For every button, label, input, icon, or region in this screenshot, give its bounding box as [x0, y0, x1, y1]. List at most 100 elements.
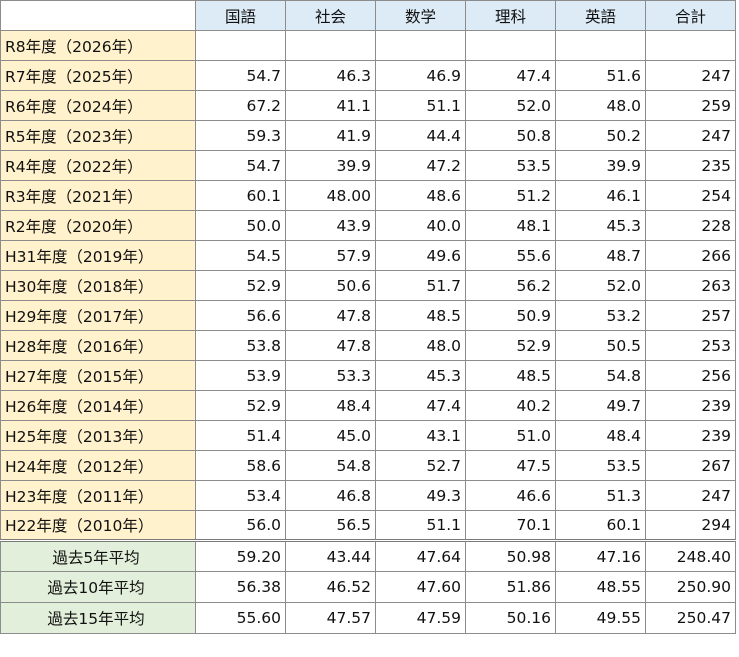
score-cell[interactable]: 53.3	[285, 360, 376, 391]
header-cell[interactable]: 国語	[195, 0, 286, 31]
score-cell[interactable]: 55.60	[195, 602, 286, 634]
header-cell[interactable]: 理科	[465, 0, 556, 31]
score-cell[interactable]: 44.4	[375, 120, 466, 151]
score-cell[interactable]: 46.9	[375, 60, 466, 91]
row-label-cell[interactable]: H28年度（2016年）	[0, 330, 196, 361]
score-cell[interactable]: 67.2	[195, 90, 286, 121]
score-cell[interactable]: 51.86	[465, 571, 556, 603]
score-cell[interactable]: 263	[645, 270, 736, 301]
score-cell[interactable]: 40.2	[465, 390, 556, 421]
score-cell[interactable]: 50.9	[465, 300, 556, 331]
score-cell[interactable]: 47.4	[375, 390, 466, 421]
score-cell[interactable]: 48.6	[375, 180, 466, 211]
row-label-cell[interactable]: 過去15年平均	[0, 602, 196, 634]
score-cell[interactable]: 47.16	[555, 539, 646, 572]
score-cell[interactable]: 48.4	[285, 390, 376, 421]
score-cell[interactable]: 52.7	[375, 450, 466, 481]
header-cell[interactable]: 英語	[555, 0, 646, 31]
score-cell[interactable]: 70.1	[465, 510, 556, 541]
row-label-cell[interactable]: R8年度（2026年）	[0, 30, 196, 61]
score-cell[interactable]: 250.47	[645, 602, 736, 634]
score-cell[interactable]: 247	[645, 480, 736, 511]
row-label-cell[interactable]: 過去10年平均	[0, 571, 196, 603]
score-cell[interactable]: 247	[645, 120, 736, 151]
score-cell[interactable]: 40.0	[375, 210, 466, 241]
score-cell[interactable]: 46.52	[285, 571, 376, 603]
row-label-cell[interactable]: H27年度（2015年）	[0, 360, 196, 391]
score-cell[interactable]: 48.1	[465, 210, 556, 241]
score-cell[interactable]: 39.9	[555, 150, 646, 181]
header-cell[interactable]: 数学	[375, 0, 466, 31]
score-cell[interactable]: 54.5	[195, 240, 286, 271]
score-cell[interactable]: 47.59	[375, 602, 466, 634]
score-cell[interactable]: 52.9	[195, 270, 286, 301]
score-cell[interactable]: 253	[645, 330, 736, 361]
score-cell[interactable]: 51.0	[465, 420, 556, 451]
score-cell[interactable]: 50.8	[465, 120, 556, 151]
score-cell[interactable]	[465, 30, 556, 61]
score-cell[interactable]: 47.5	[465, 450, 556, 481]
score-cell[interactable]: 52.0	[465, 90, 556, 121]
row-label-cell[interactable]: R5年度（2023年）	[0, 120, 196, 151]
score-cell[interactable]: 267	[645, 450, 736, 481]
score-cell[interactable]: 54.8	[555, 360, 646, 391]
score-cell[interactable]: 43.1	[375, 420, 466, 451]
score-cell[interactable]: 49.55	[555, 602, 646, 634]
score-cell[interactable]: 53.5	[465, 150, 556, 181]
score-cell[interactable]: 52.9	[195, 390, 286, 421]
row-label-cell[interactable]: R3年度（2021年）	[0, 180, 196, 211]
score-cell[interactable]: 50.98	[465, 539, 556, 572]
score-cell[interactable]	[375, 30, 466, 61]
score-cell[interactable]: 266	[645, 240, 736, 271]
score-cell[interactable]: 48.5	[375, 300, 466, 331]
score-cell[interactable]: 59.20	[195, 539, 286, 572]
score-cell[interactable]: 55.6	[465, 240, 556, 271]
score-cell[interactable]: 239	[645, 420, 736, 451]
score-cell[interactable]: 56.38	[195, 571, 286, 603]
score-cell[interactable]: 43.44	[285, 539, 376, 572]
score-cell[interactable]: 235	[645, 150, 736, 181]
score-cell[interactable]: 48.4	[555, 420, 646, 451]
score-cell[interactable]: 49.3	[375, 480, 466, 511]
score-cell[interactable]: 60.1	[195, 180, 286, 211]
row-label-cell[interactable]: H30年度（2018年）	[0, 270, 196, 301]
header-cell[interactable]: 合計	[645, 0, 736, 31]
score-cell[interactable]: 53.5	[555, 450, 646, 481]
score-cell[interactable]: 53.8	[195, 330, 286, 361]
score-cell[interactable]: 52.0	[555, 270, 646, 301]
score-cell[interactable]: 57.9	[285, 240, 376, 271]
score-cell[interactable]: 51.4	[195, 420, 286, 451]
header-cell[interactable]: 社会	[285, 0, 376, 31]
score-cell[interactable]: 257	[645, 300, 736, 331]
score-cell[interactable]: 41.9	[285, 120, 376, 151]
row-label-cell[interactable]: H23年度（2011年）	[0, 480, 196, 511]
score-cell[interactable]: 47.8	[285, 330, 376, 361]
corner-cell[interactable]	[0, 0, 196, 31]
row-label-cell[interactable]: R7年度（2025年）	[0, 60, 196, 91]
score-cell[interactable]: 41.1	[285, 90, 376, 121]
score-cell[interactable]: 49.7	[555, 390, 646, 421]
score-cell[interactable]: 56.0	[195, 510, 286, 541]
row-label-cell[interactable]: H25年度（2013年）	[0, 420, 196, 451]
score-cell[interactable]: 50.2	[555, 120, 646, 151]
score-cell[interactable]: 50.6	[285, 270, 376, 301]
score-cell[interactable]: 46.6	[465, 480, 556, 511]
score-cell[interactable]: 48.5	[465, 360, 556, 391]
score-cell[interactable]	[195, 30, 286, 61]
score-cell[interactable]: 259	[645, 90, 736, 121]
row-label-cell[interactable]: R4年度（2022年）	[0, 150, 196, 181]
score-cell[interactable]: 48.55	[555, 571, 646, 603]
score-cell[interactable]: 50.0	[195, 210, 286, 241]
score-cell[interactable]: 45.3	[555, 210, 646, 241]
score-cell[interactable]: 239	[645, 390, 736, 421]
score-cell[interactable]: 54.7	[195, 150, 286, 181]
score-cell[interactable]: 51.1	[375, 90, 466, 121]
score-cell[interactable]: 228	[645, 210, 736, 241]
row-label-cell[interactable]: H31年度（2019年）	[0, 240, 196, 271]
score-cell[interactable]: 294	[645, 510, 736, 541]
score-cell[interactable]: 256	[645, 360, 736, 391]
score-cell[interactable]: 248.40	[645, 539, 736, 572]
score-cell[interactable]: 50.16	[465, 602, 556, 634]
row-label-cell[interactable]: 過去5年平均	[0, 539, 196, 572]
score-cell[interactable]: 48.0	[555, 90, 646, 121]
